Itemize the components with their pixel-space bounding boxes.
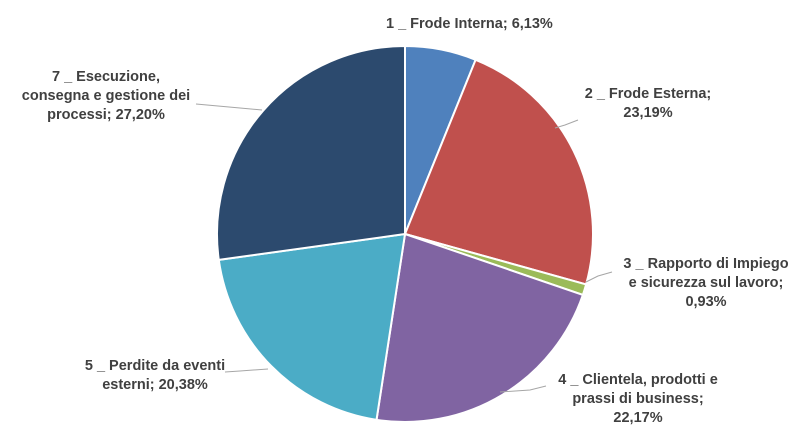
leader-line-5 (224, 368, 269, 373)
data-label-6-line-3: processi; 27,20% (47, 107, 165, 123)
data-label-6-line-2: consegna e gestione dei (22, 88, 190, 104)
leader-lines (195, 103, 613, 393)
data-label-4-line-1: 4 _ Clientela, prodotti e (558, 372, 718, 388)
leader-line-4 (499, 385, 547, 393)
data-label-4-line-3: 22,17% (613, 410, 662, 426)
data-label-1-line-1: 1 _ Frode Interna; 6,13% (386, 16, 553, 32)
leader-line-2 (554, 119, 579, 129)
data-label-3: 3 _ Rapporto di Impiego e sicurezza sul l… (623, 256, 788, 310)
pie-slice-6 (216, 44, 406, 262)
pie-slice-4 (375, 232, 585, 423)
pie-slices (216, 44, 594, 423)
data-label-4-line-2: prassi di business; (572, 391, 703, 407)
leader-line-6 (195, 103, 263, 111)
pie-slice-2 (403, 58, 594, 286)
data-label-5-line-1: 5 _ Perdite da eventi (85, 358, 225, 374)
data-label-5-line-2: esterni; 20,38% (102, 377, 208, 393)
data-label-6-line-1: 7 _ Esecuzione, (52, 69, 160, 85)
data-label-2: 2 _ Frode Esterna; 23,19% (585, 86, 712, 121)
data-label-6: 7 _ Esecuzione, consegna e gestione dei pr… (22, 69, 190, 123)
data-label-2-line-2: 23,19% (623, 105, 672, 121)
data-label-3-line-3: 0,93% (685, 294, 726, 310)
data-label-4: 4 _ Clientela, prodotti e prassi di busin… (558, 372, 718, 426)
data-label-2-line-1: 2 _ Frode Esterna; (585, 86, 712, 102)
data-labels: 1 _ Frode Interna; 6,13% 2 _ Frode Estern… (22, 16, 789, 426)
data-label-1: 1 _ Frode Interna; 6,13% (386, 16, 553, 32)
data-label-3-line-2: e sicurezza sul lavoro; (629, 275, 784, 291)
data-label-5: 5 _ Perdite da eventi esterni; 20,38% (85, 358, 225, 393)
leader-line-3 (585, 271, 613, 283)
data-label-3-line-1: 3 _ Rapporto di Impiego (623, 256, 788, 272)
pie-slice-5 (217, 232, 407, 421)
